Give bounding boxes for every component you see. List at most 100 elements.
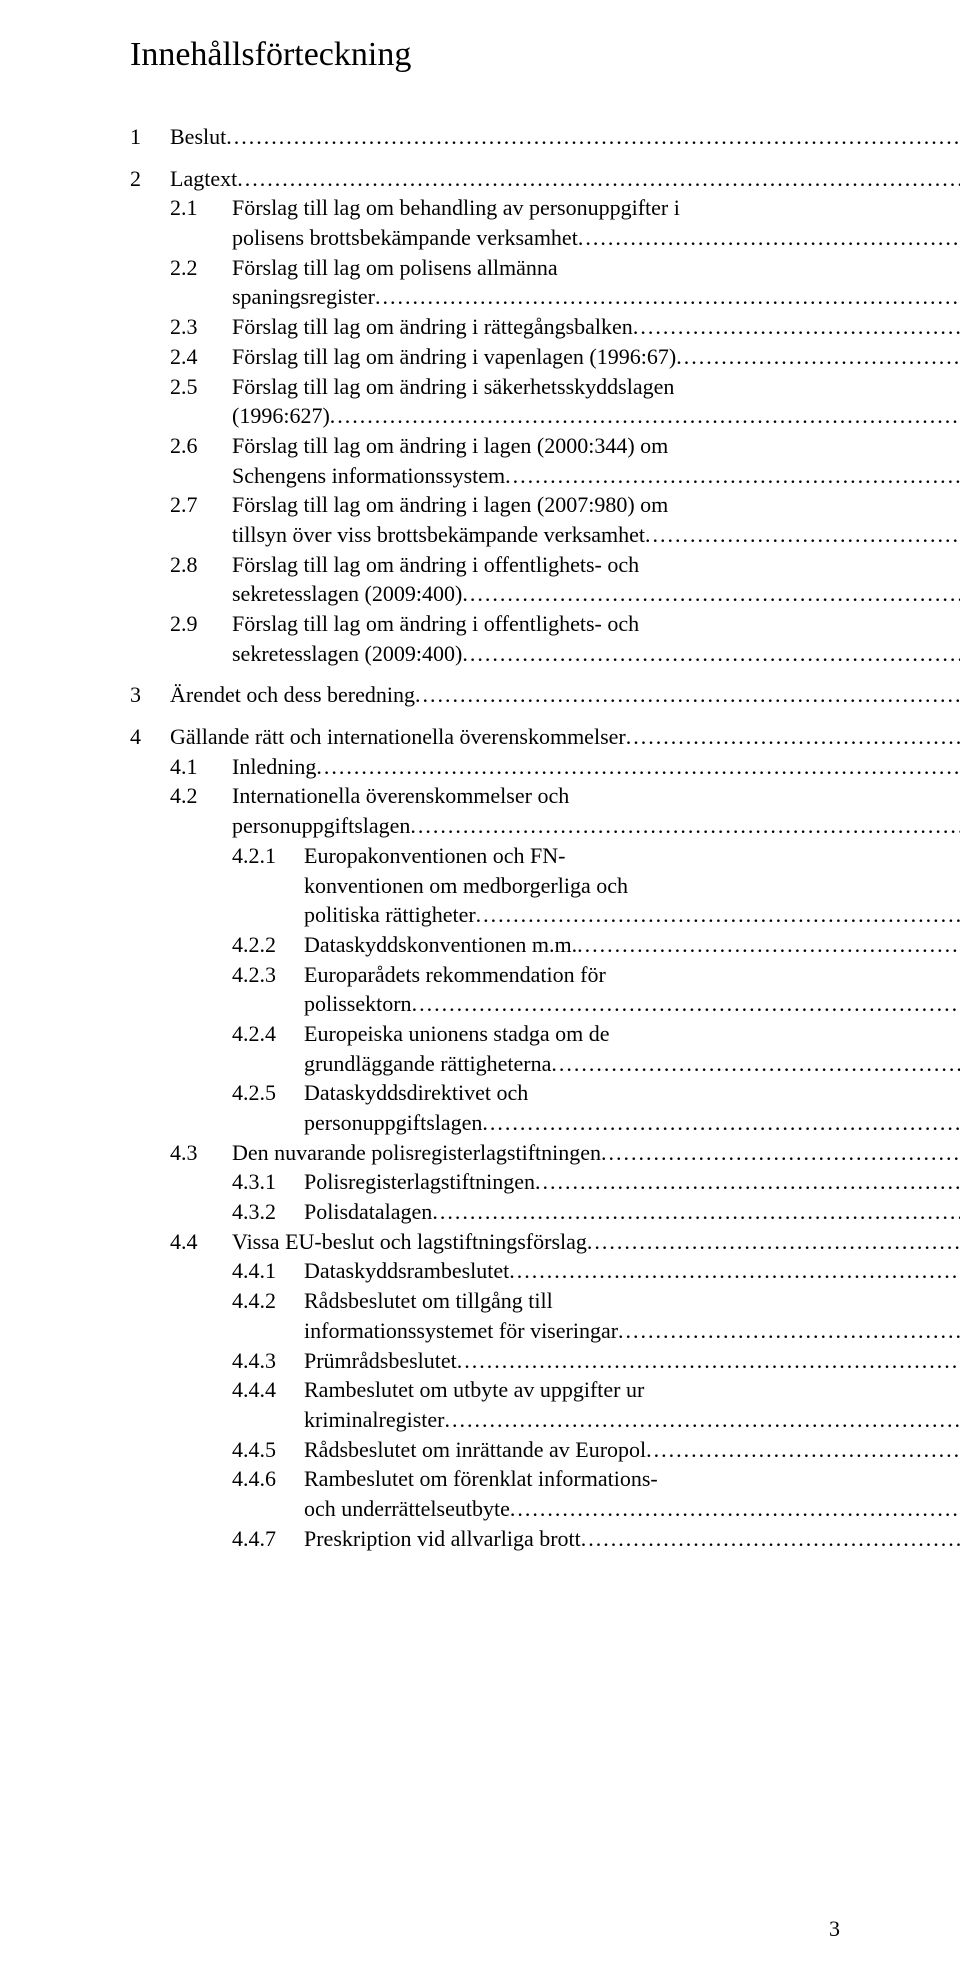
toc-text-col: Europarådets rekommendation förpolissekt… <box>304 960 960 1019</box>
toc-text: och underrättelseutbyte <box>304 1494 510 1524</box>
toc-text: Inledning <box>232 752 316 782</box>
toc-text: personuppgiftslagen <box>304 1108 482 1138</box>
toc-text: personuppgiftslagen <box>232 811 410 841</box>
dot-leader: ........................................… <box>415 680 960 710</box>
toc-text-col: Dataskyddskonventionen m.m..............… <box>304 930 960 960</box>
toc-text-col: Förslag till lag om ändring i offentligh… <box>232 550 960 609</box>
toc-row: 4.4.7Preskription vid allvarliga brott..… <box>130 1524 840 1554</box>
toc-text: Förslag till lag om ändring i rättegångs… <box>232 312 633 342</box>
toc-text-col: Förslag till lag om behandling av person… <box>232 193 960 252</box>
toc-section-number: 2.6 <box>170 431 232 490</box>
toc-text: Prümrådsbeslutet <box>304 1346 457 1376</box>
toc-subsection-number: 4.4.6 <box>232 1464 304 1523</box>
toc-text: Förslag till lag om ändring i vapenlagen… <box>232 342 676 372</box>
toc-gap <box>130 710 840 722</box>
dot-leader: ........................................… <box>601 1138 960 1168</box>
toc-row: 4.3.2Polisdatalagen.....................… <box>130 1197 840 1227</box>
toc-section-number: 4.1 <box>170 752 232 782</box>
toc-text: Vissa EU-beslut och lagstiftningsförslag <box>232 1227 587 1257</box>
dot-leader: ........................................… <box>535 1167 960 1197</box>
toc-text: Beslut <box>170 122 226 152</box>
toc-text-col: Förslag till lag om ändring i rättegångs… <box>232 312 960 342</box>
dot-leader: ........................................… <box>482 1108 960 1138</box>
toc-text-col: Europeiska unionens stadga om degrundläg… <box>304 1019 960 1078</box>
toc-gap <box>130 668 840 680</box>
dot-leader: ........................................… <box>581 1524 960 1554</box>
toc-row: 4.3Den nuvarande polisregisterlagstiftni… <box>130 1138 840 1168</box>
toc-text: polisens brottsbekämpande verksamhet <box>232 223 578 253</box>
toc-row: 4.4.1Dataskyddsrambeslutet..............… <box>130 1256 840 1286</box>
toc-section-number: 2.9 <box>170 609 232 668</box>
toc-text-col: Polisregisterlagstiftningen.............… <box>304 1167 960 1197</box>
toc-text: Europakonventionen och FN- <box>304 841 960 871</box>
toc-text-col: Dataskyddsdirektivet ochpersonuppgiftsla… <box>304 1078 960 1137</box>
toc-text-col: Beslut..................................… <box>170 122 960 152</box>
dot-leader: ........................................… <box>510 1494 960 1524</box>
toc-subsection-number: 4.2.5 <box>232 1078 304 1137</box>
toc-text: Förslag till lag om ändring i offentligh… <box>232 609 960 639</box>
dot-leader: ........................................… <box>645 520 960 550</box>
toc-text-col: Rambeslutet om utbyte av uppgifter urkri… <box>304 1375 960 1434</box>
toc-text: sekretesslagen (2009:400) <box>232 579 462 609</box>
toc-text: Rådsbeslutet om inrättande av Europol <box>304 1435 646 1465</box>
toc-text: Rambeslutet om utbyte av uppgifter ur <box>304 1375 960 1405</box>
toc-subsection-number: 4.4.5 <box>232 1435 304 1465</box>
dot-leader: ........................................… <box>587 1227 960 1257</box>
toc-chapter-number: 1 <box>130 122 170 152</box>
dot-leader: ........................................… <box>509 1256 960 1286</box>
toc-text: Rambeslutet om förenklat informations- <box>304 1464 960 1494</box>
dot-leader: ........................................… <box>476 900 960 930</box>
toc-row: 2.7Förslag till lag om ändring i lagen (… <box>130 490 840 549</box>
toc-text-col: Internationella överenskommelser ochpers… <box>232 781 960 840</box>
toc-text-col: Förslag till lag om ändring i säkerhetss… <box>232 372 960 431</box>
toc-row: 3Ärendet och dess beredning.............… <box>130 680 840 710</box>
toc-row: 4.2Internationella överenskommelser ochp… <box>130 781 840 840</box>
toc-row: 4.3.1Polisregisterlagstiftningen........… <box>130 1167 840 1197</box>
toc-text: spaningsregister <box>232 282 375 312</box>
dot-leader: ........................................… <box>330 401 960 431</box>
toc-text: Dataskyddsdirektivet och <box>304 1078 960 1108</box>
toc-text-col: Förslag till lag om ändring i lagen (200… <box>232 431 960 490</box>
dot-leader: ........................................… <box>375 282 960 312</box>
toc-text: Gällande rätt och internationella överen… <box>170 722 626 752</box>
toc-text-col: Rambeslutet om förenklat informations-oc… <box>304 1464 960 1523</box>
toc-section-number: 2.5 <box>170 372 232 431</box>
dot-leader: ........................................… <box>432 1197 960 1227</box>
toc-section-number: 2.7 <box>170 490 232 549</box>
toc-text: informationssystemet för viseringar <box>304 1316 618 1346</box>
toc-text: konventionen om medborgerliga och <box>304 871 960 901</box>
toc-text: Den nuvarande polisregisterlagstiftninge… <box>232 1138 601 1168</box>
toc-subsection-number: 4.2.1 <box>232 841 304 930</box>
toc-subsection-number: 4.2.2 <box>232 930 304 960</box>
toc-section-number: 2.8 <box>170 550 232 609</box>
toc-text-col: Gällande rätt och internationella överen… <box>170 722 960 752</box>
toc-section-number: 2.4 <box>170 342 232 372</box>
toc-subsection-number: 4.4.1 <box>232 1256 304 1286</box>
dot-leader: ........................................… <box>505 461 960 491</box>
toc-section-number: 2.2 <box>170 253 232 312</box>
toc-text-col: Förslag till lag om ändring i vapenlagen… <box>232 342 960 372</box>
toc-text: Dataskyddskonventionen m.m. <box>304 930 577 960</box>
toc-row: 1Beslut.................................… <box>130 122 840 152</box>
toc-row: 4.4.5Rådsbeslutet om inrättande av Europ… <box>130 1435 840 1465</box>
toc-row: 2.6Förslag till lag om ändring i lagen (… <box>130 431 840 490</box>
toc-subsection-number: 4.4.7 <box>232 1524 304 1554</box>
toc-text-col: Rådsbeslutet om inrättande av Europol...… <box>304 1435 960 1465</box>
toc-row: 2.3Förslag till lag om ändring i rättegå… <box>130 312 840 342</box>
toc-text: tillsyn över viss brottsbekämpande verks… <box>232 520 645 550</box>
toc-text: Polisdatalagen <box>304 1197 432 1227</box>
toc-row: 2Lagtext................................… <box>130 164 840 194</box>
toc-text: Förslag till lag om ändring i lagen (200… <box>232 490 960 520</box>
dot-leader: ........................................… <box>577 930 960 960</box>
dot-leader: ........................................… <box>676 342 960 372</box>
dot-leader: ........................................… <box>237 164 960 194</box>
toc-subsection-number: 4.3.2 <box>232 1197 304 1227</box>
toc-row: 2.5Förslag till lag om ändring i säkerhe… <box>130 372 840 431</box>
toc-text: Schengens informationssystem <box>232 461 505 491</box>
toc-row: 2.8Förslag till lag om ändring i offentl… <box>130 550 840 609</box>
toc-subsection-number: 4.3.1 <box>232 1167 304 1197</box>
toc-row: 4.2.1Europakonventionen och FN-konventio… <box>130 841 840 930</box>
toc-text-col: Dataskyddsrambeslutet...................… <box>304 1256 960 1286</box>
toc-text: (1996:627) <box>232 401 330 431</box>
toc-text: Ärendet och dess beredning <box>170 680 415 710</box>
